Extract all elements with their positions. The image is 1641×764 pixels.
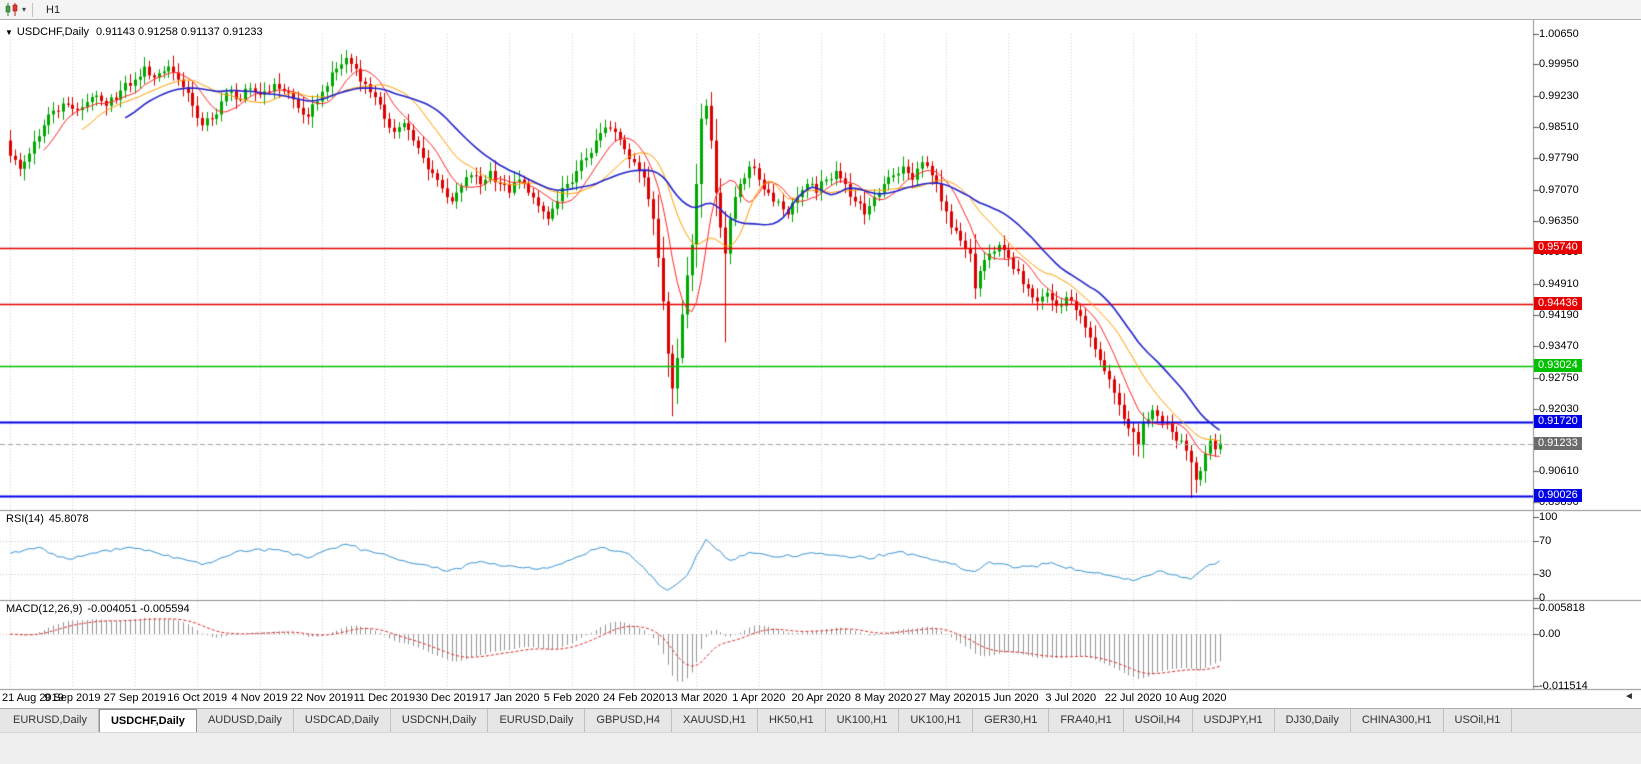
chart-tab-5[interactable]: EURUSD,Daily	[488, 709, 586, 732]
date-axis-label: 1 Apr 2020	[732, 692, 786, 704]
price-axis-label: 0.99950	[1539, 58, 1579, 71]
date-axis-label: 5 Feb 2020	[543, 692, 600, 704]
macd-axis-label: -0.011514	[1539, 680, 1588, 692]
chart-tab-17[interactable]: USOil,H1	[1443, 709, 1513, 732]
rsi-axis-label: 30	[1539, 567, 1552, 580]
price-axis-label: 0.97070	[1539, 183, 1579, 196]
rsi-axis-label: 0	[1539, 592, 1546, 604]
toolbar-separator	[32, 2, 34, 17]
chart-tab-9[interactable]: UK100,H1	[825, 709, 900, 732]
date-axis-label: 16 Oct 2019	[167, 692, 228, 704]
symbol-dropdown-icon[interactable]: ▼	[5, 28, 13, 37]
chart-ohlc-values: 0.91143 0.91258 0.91137 0.91233	[96, 26, 263, 38]
date-axis-label: 27 May 2020	[914, 692, 978, 704]
price-axis-label: 0.99230	[1539, 89, 1579, 102]
price-chart-canvas[interactable]	[0, 20, 1641, 708]
date-axis-label: 10 Aug 2020	[1164, 692, 1227, 704]
price-axis-label: 0.96350	[1539, 215, 1579, 227]
toolbar-dropdown-caret-icon[interactable]: ▾	[22, 5, 27, 14]
date-axis-label: 22 Jul 2020	[1104, 692, 1162, 704]
date-axis-label: 8 May 2020	[854, 692, 913, 704]
price-axis-label: 0.98510	[1539, 121, 1579, 134]
chart-tab-2[interactable]: AUDUSD,Daily	[196, 709, 294, 732]
chart-tab-15[interactable]: DJ30,Daily	[1274, 709, 1351, 732]
date-axis-label: 20 Apr 2020	[791, 692, 851, 704]
scrollbar-arrow-icon[interactable]: ◄	[1624, 691, 1634, 702]
chart-symbol-label: USDCHF,Daily	[16, 26, 90, 38]
rsi-axis-label: 100	[1539, 511, 1558, 523]
chart-tab-14[interactable]: USDJPY,H1	[1192, 709, 1275, 732]
macd-indicator-values: -0.004051 -0.005594	[87, 603, 190, 615]
price-axis-label: 0.92750	[1539, 371, 1579, 384]
macd-axis-label: 0.00	[1539, 628, 1561, 641]
chart-tab-4[interactable]: USDCNH,Daily	[390, 709, 489, 732]
date-axis-label: 22 Nov 2019	[290, 692, 354, 704]
price-axis-label: 1.00650	[1539, 28, 1579, 40]
rsi-indicator-header: RSI(14) 45.8078	[6, 513, 94, 525]
timeframe-button-h1[interactable]: H1	[46, 3, 61, 16]
current-price-label: 0.91233	[1534, 436, 1582, 450]
chart-tab-16[interactable]: CHINA300,H1	[1350, 709, 1444, 732]
hline-price-label: 0.95740	[1534, 240, 1582, 254]
chart-tab-8[interactable]: HK50,H1	[757, 709, 826, 732]
rsi-indicator-value: 45.8078	[48, 513, 89, 525]
chart-tab-10[interactable]: UK100,H1	[899, 709, 974, 732]
hline-price-label: 0.94436	[1534, 297, 1582, 311]
price-axis-label: 0.90610	[1539, 464, 1579, 477]
date-axis-label: 13 Mar 2020	[665, 692, 728, 704]
hline-price-label: 0.90026	[1534, 489, 1582, 503]
rsi-axis-label: 70	[1539, 535, 1552, 548]
price-axis-label: 0.97790	[1539, 152, 1579, 165]
date-axis-label: 24 Feb 2020	[603, 692, 665, 704]
chart-tab-12[interactable]: FRA40,H1	[1049, 709, 1124, 732]
chart-tab-7[interactable]: XAUUSD,H1	[671, 709, 758, 732]
chart-area: ▼ USDCHF,Daily 0.91143 0.91258 0.91137 0.9…	[0, 20, 1641, 708]
hline-price-label: 0.91720	[1534, 415, 1582, 429]
date-axis-label: 15 Jun 2020	[978, 692, 1039, 704]
chart-tab-0[interactable]: EURUSD,Daily	[2, 709, 99, 732]
date-axis-label: 17 Jan 2020	[478, 692, 540, 704]
price-axis-label: 0.92030	[1539, 402, 1579, 415]
price-axis-label: 0.93470	[1539, 340, 1579, 353]
chart-tab-3[interactable]: USDCAD,Daily	[293, 709, 391, 732]
date-axis-label: 4 Nov 2019	[231, 692, 288, 704]
chart-tabs-bar: EURUSD,Daily USDCHF,Daily AUDUSD,Daily USDC…	[0, 708, 1641, 732]
rsi-indicator-name: RSI(14)	[6, 513, 44, 525]
macd-indicator-header: MACD(12,26,9) -0.004051 -0.005594	[6, 603, 195, 615]
date-axis-label: 30 Dec 2019	[415, 692, 478, 704]
chart-tab-11[interactable]: GER30,H1	[973, 709, 1050, 732]
chart-tab-6[interactable]: GBPUSD,H4	[585, 709, 672, 732]
date-axis-label: 9 Sep 2019	[44, 692, 101, 704]
date-axis-label: 27 Sep 2019	[103, 692, 166, 704]
macd-indicator-name: MACD(12,26,9)	[6, 603, 83, 615]
date-axis-label: 21 Aug 2019	[2, 692, 64, 704]
hline-price-label: 0.93024	[1534, 358, 1582, 372]
chart-type-icon[interactable]	[5, 3, 20, 16]
chart-tab-13[interactable]: USOil,H4	[1123, 709, 1193, 732]
date-axis-label: 3 Jul 2020	[1045, 692, 1097, 704]
status-bar	[0, 732, 1641, 764]
chart-overlay: ▼ USDCHF,Daily 0.91143 0.91258 0.91137 0.9…	[0, 20, 1641, 708]
chart-symbol-title: ▼ USDCHF,Daily 0.91143 0.91258 0.91137 0.9…	[5, 26, 263, 38]
timeframe-toolbar: ▾ M1M5M15M30H1H4D1W1MN	[0, 0, 1641, 88]
macd-axis-label: 0.005818	[1539, 602, 1585, 615]
price-axis-label: 0.94910	[1539, 277, 1579, 290]
date-axis-label: 11 Dec 2019	[353, 692, 416, 704]
chart-tab-1[interactable]: USDCHF,Daily	[98, 709, 197, 732]
price-axis-label: 0.94190	[1539, 308, 1579, 321]
